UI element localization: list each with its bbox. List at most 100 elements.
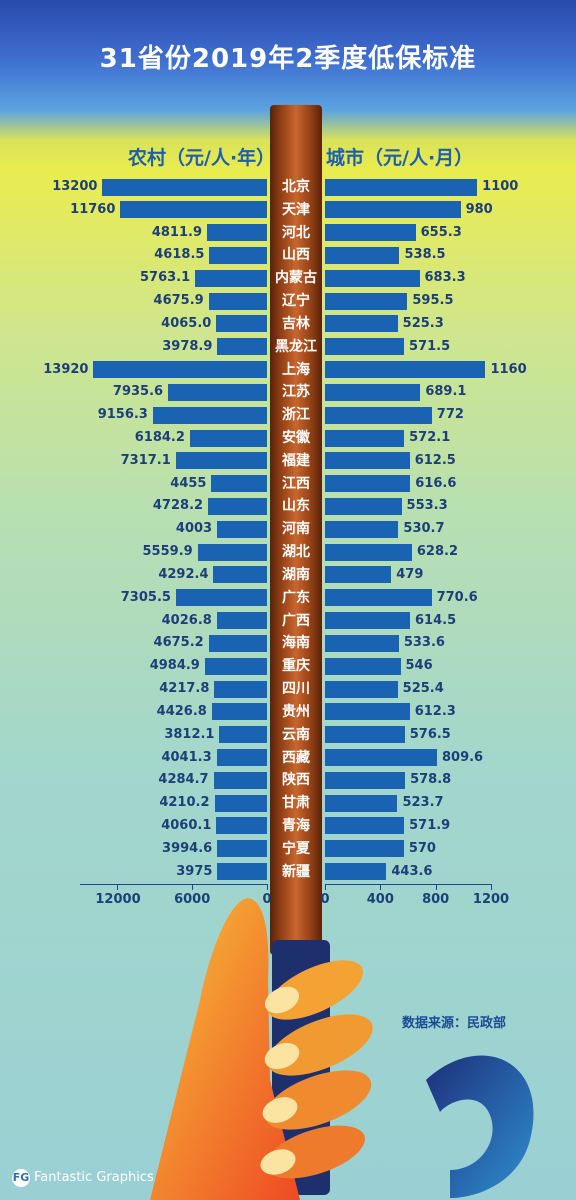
- urban-value-label: 443.6: [391, 863, 433, 879]
- urban-bar: [325, 566, 392, 584]
- rural-bar: [93, 361, 267, 379]
- rural-bar: [216, 817, 267, 835]
- rural-value-label: 4618.5: [154, 247, 205, 263]
- urban-x-tick: [325, 884, 326, 890]
- urban-bar: [325, 292, 408, 310]
- urban-bar: [325, 703, 410, 721]
- urban-value-label: 525.3: [402, 315, 444, 331]
- rural-bar: [175, 452, 267, 470]
- rural-value-label: 5763.1: [139, 270, 191, 286]
- province-label: 天津: [282, 201, 310, 218]
- rural-x-tick: [117, 884, 119, 890]
- urban-value-label: 655.3: [420, 224, 462, 240]
- rural-bar: [214, 794, 267, 812]
- urban-bar: [325, 817, 405, 835]
- rural-value-label: 4210.2: [159, 795, 210, 811]
- urban-bar: [325, 543, 412, 561]
- rural-value-label: 3978.9: [162, 338, 213, 354]
- rural-x-tick-label: 12000: [95, 892, 141, 907]
- urban-bar: [325, 657, 401, 675]
- rural-bar: [216, 749, 267, 766]
- urban-value-label: 616.6: [415, 475, 457, 491]
- province-label: 江西: [282, 475, 310, 492]
- rural-bar: [120, 201, 267, 219]
- province-label: 新疆: [282, 863, 310, 880]
- rural-bar: [219, 726, 267, 744]
- rural-bar: [207, 224, 267, 242]
- rural-value-label: 5559.9: [142, 544, 193, 560]
- rural-x-tick: [192, 884, 194, 890]
- urban-x-tick-label: 800: [422, 892, 450, 907]
- rural-x-tick-label: 0: [262, 892, 272, 907]
- urban-bar: [325, 475, 411, 493]
- province-label: 安徽: [282, 430, 310, 447]
- urban-bar: [325, 520, 399, 538]
- province-label: 河南: [282, 521, 310, 538]
- rural-bar: [152, 406, 267, 424]
- rural-bar: [213, 771, 267, 789]
- urban-bar: [325, 771, 406, 789]
- rural-value-label: 4060.1: [161, 817, 212, 833]
- urban-bar: [325, 429, 405, 447]
- province-label: 江苏: [282, 384, 310, 401]
- rural-bar: [195, 269, 267, 287]
- urban-x-tick-label: 1200: [472, 892, 510, 907]
- page-title: 31省份2019年2季度低保标准: [99, 44, 477, 74]
- rural-value-label: 4292.4: [158, 566, 209, 582]
- rural-value-label: 11760: [70, 201, 116, 217]
- urban-x-tick: [435, 884, 437, 890]
- rural-value-label: 9156.3: [97, 407, 148, 423]
- urban-value-label: 553.3: [406, 498, 448, 514]
- rural-value-label: 4217.8: [159, 681, 210, 697]
- rural-value-label: 3812.1: [164, 726, 215, 742]
- urban-bar: [325, 361, 486, 379]
- province-label: 上海: [282, 361, 310, 378]
- province-label: 黑龙江: [275, 338, 317, 355]
- urban-value-label: 1160: [490, 361, 527, 377]
- urban-bar: [325, 406, 432, 424]
- source-note: 数据来源：民政部: [402, 1016, 507, 1031]
- province-label: 广西: [282, 612, 310, 629]
- province-label: 湖南: [282, 566, 310, 583]
- urban-value-label: 525.4: [402, 681, 444, 697]
- province-label: 湖北: [282, 544, 310, 561]
- rural-value-label: 7305.5: [120, 589, 171, 605]
- urban-bar: [325, 863, 387, 881]
- rural-value-label: 4041.3: [161, 749, 212, 765]
- urban-bar: [325, 497, 402, 515]
- urban-value-label: 612.3: [414, 703, 456, 719]
- urban-x-tick: [491, 884, 492, 890]
- rural-value-label: 6184.2: [134, 430, 185, 446]
- urban-bar: [325, 794, 398, 812]
- urban-bar: [325, 315, 398, 333]
- rural-value-label: 13920: [43, 361, 89, 377]
- rural-value-label: 4065.0: [161, 315, 212, 331]
- province-label: 贵州: [282, 703, 310, 720]
- urban-value-label: 530.7: [403, 521, 445, 537]
- urban-value-label: 770.6: [436, 589, 478, 605]
- province-label: 山东: [282, 498, 310, 515]
- rural-value-label: 3994.6: [162, 840, 213, 856]
- rural-value-label: 7935.6: [112, 384, 164, 400]
- rural-x-axis: [80, 884, 267, 885]
- rural-value-label: 4675.2: [153, 635, 204, 651]
- brand-logo-icon: FG: [12, 1169, 30, 1187]
- province-label: 西藏: [282, 749, 310, 766]
- rural-bar: [208, 292, 267, 310]
- province-label: 重庆: [282, 658, 310, 675]
- urban-value-label: 1100: [482, 179, 519, 194]
- province-label: 福建: [282, 452, 310, 469]
- province-label: 宁夏: [282, 840, 310, 857]
- rural-x-tick-label: 6000: [174, 892, 211, 907]
- urban-value-label: 572.1: [409, 430, 451, 446]
- urban-value-label: 689.1: [425, 384, 467, 400]
- rural-value-label: 4426.8: [156, 703, 207, 719]
- province-label: 青海: [282, 817, 310, 834]
- urban-bar: [325, 224, 416, 242]
- urban-value-label: 614.5: [415, 612, 457, 628]
- urban-value-label: 538.5: [404, 247, 446, 263]
- pole-graphic: [270, 105, 322, 955]
- rural-bar: [217, 840, 267, 858]
- urban-value-label: 576.5: [409, 726, 451, 742]
- rural-bar: [211, 703, 267, 721]
